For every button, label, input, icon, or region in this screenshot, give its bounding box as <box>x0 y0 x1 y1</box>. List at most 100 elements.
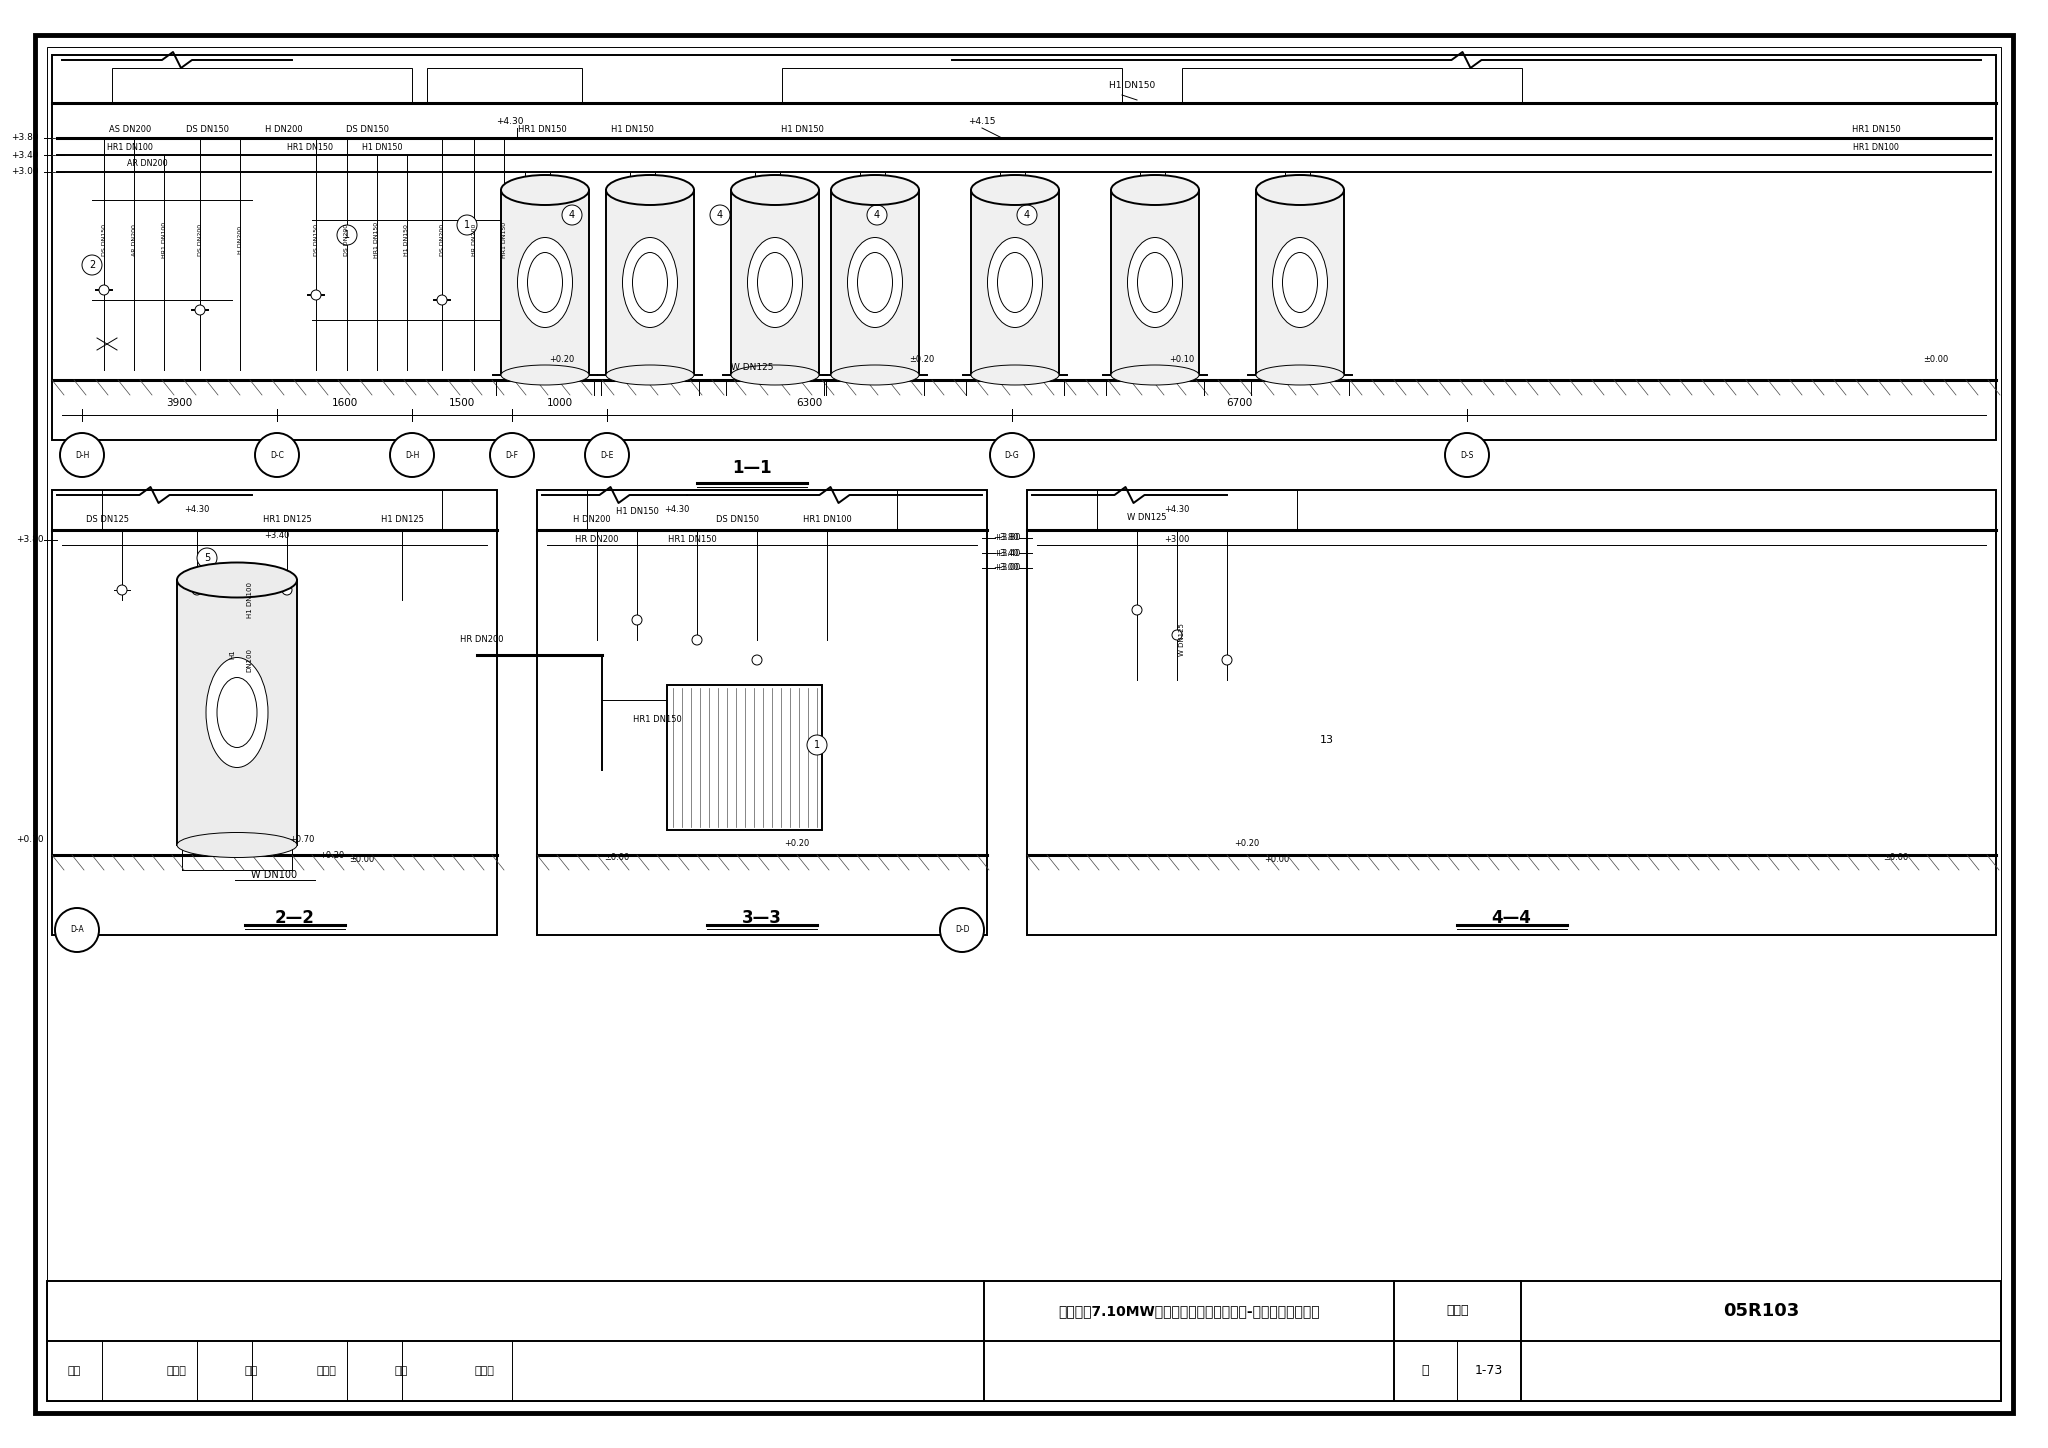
Ellipse shape <box>758 252 793 313</box>
Text: +0.10: +0.10 <box>1169 356 1194 365</box>
Circle shape <box>692 636 702 644</box>
Text: 6300: 6300 <box>797 398 823 408</box>
Ellipse shape <box>176 562 297 598</box>
Circle shape <box>389 433 434 476</box>
Text: W DN100: W DN100 <box>252 870 297 880</box>
Bar <box>102 489 442 530</box>
Text: DS DN150: DS DN150 <box>715 515 758 524</box>
Text: HR DN200: HR DN200 <box>471 224 477 256</box>
Circle shape <box>117 585 127 595</box>
Text: +4.30: +4.30 <box>496 117 524 126</box>
Text: D-S: D-S <box>1460 450 1475 459</box>
Circle shape <box>283 585 293 595</box>
Text: 4: 4 <box>874 210 881 220</box>
Text: AR DN200: AR DN200 <box>131 224 137 256</box>
Circle shape <box>989 433 1034 476</box>
Ellipse shape <box>831 365 920 385</box>
Text: +3.00: +3.00 <box>12 168 39 177</box>
Text: HR1 DN100: HR1 DN100 <box>803 515 852 524</box>
Text: HR1 DN100: HR1 DN100 <box>162 222 166 258</box>
Ellipse shape <box>1110 175 1198 206</box>
Text: 1: 1 <box>465 220 471 230</box>
Text: +4.30: +4.30 <box>1165 505 1190 514</box>
Ellipse shape <box>1137 252 1174 313</box>
Text: +3.00: +3.00 <box>993 563 1020 572</box>
Circle shape <box>633 615 641 626</box>
Ellipse shape <box>502 175 590 206</box>
Ellipse shape <box>748 237 803 327</box>
Ellipse shape <box>848 237 903 327</box>
Text: H DN200: H DN200 <box>238 226 242 253</box>
Text: 朱国升: 朱国升 <box>473 1365 494 1376</box>
Text: DN100: DN100 <box>246 647 252 672</box>
Text: +3.40: +3.40 <box>995 549 1020 557</box>
Bar <box>1026 489 1997 935</box>
Bar <box>51 489 498 935</box>
Text: 5: 5 <box>205 553 211 563</box>
Circle shape <box>82 255 102 275</box>
Text: 3900: 3900 <box>166 398 193 408</box>
Circle shape <box>1223 654 1233 665</box>
Ellipse shape <box>731 365 819 385</box>
Text: +0.70: +0.70 <box>289 835 315 844</box>
Circle shape <box>1171 630 1182 640</box>
Bar <box>426 68 582 103</box>
Text: 页: 页 <box>1421 1364 1430 1377</box>
Ellipse shape <box>633 252 668 313</box>
Text: +0.20: +0.20 <box>1235 838 1260 847</box>
Text: DS DN200: DS DN200 <box>197 224 203 256</box>
Text: DS DN150: DS DN150 <box>186 126 229 135</box>
Text: +4.30: +4.30 <box>664 505 690 514</box>
Ellipse shape <box>1282 252 1317 313</box>
Text: HR1 DN125: HR1 DN125 <box>262 515 311 524</box>
Circle shape <box>256 433 299 476</box>
Text: HR DN200: HR DN200 <box>575 536 618 544</box>
Ellipse shape <box>217 678 256 747</box>
Ellipse shape <box>1255 365 1343 385</box>
Circle shape <box>561 206 582 224</box>
Text: +4.30: +4.30 <box>184 505 209 514</box>
Text: HR1 DN150: HR1 DN150 <box>518 126 567 135</box>
Text: AS DN200: AS DN200 <box>109 126 152 135</box>
Ellipse shape <box>971 175 1059 206</box>
Text: +3.80: +3.80 <box>12 133 39 142</box>
Bar <box>971 190 1059 375</box>
Text: 1500: 1500 <box>449 398 475 408</box>
Circle shape <box>98 285 109 295</box>
Text: H1 DN150: H1 DN150 <box>406 224 410 256</box>
Text: +3.80: +3.80 <box>993 533 1020 543</box>
Text: W DN125: W DN125 <box>1126 514 1167 523</box>
Text: 图集号: 图集号 <box>1446 1305 1468 1318</box>
Text: +3.40: +3.40 <box>12 151 39 159</box>
Text: 1-73: 1-73 <box>1475 1364 1503 1377</box>
Circle shape <box>338 224 356 245</box>
Bar <box>502 190 590 375</box>
Text: DS DN200: DS DN200 <box>344 224 350 256</box>
Text: H1 DN150: H1 DN150 <box>362 143 401 152</box>
Ellipse shape <box>858 252 893 313</box>
Text: 1: 1 <box>813 740 819 750</box>
Text: HR1 DN150: HR1 DN150 <box>633 715 682 724</box>
Text: H1: H1 <box>229 649 236 659</box>
Circle shape <box>457 214 477 235</box>
Text: D-C: D-C <box>270 450 285 459</box>
Bar <box>1110 190 1198 375</box>
Bar <box>606 190 694 375</box>
Text: D-H: D-H <box>406 450 420 459</box>
Text: D-E: D-E <box>600 450 614 459</box>
Text: ±0.00: ±0.00 <box>1923 356 1948 365</box>
Text: 13: 13 <box>1321 736 1333 746</box>
Text: ±0.00: ±0.00 <box>604 853 629 863</box>
Ellipse shape <box>502 365 590 385</box>
Text: 1—1: 1—1 <box>733 459 772 476</box>
Text: W DN125: W DN125 <box>731 362 774 372</box>
Text: DS DN200: DS DN200 <box>440 224 444 256</box>
Ellipse shape <box>606 175 694 206</box>
Text: HR1 DN150: HR1 DN150 <box>375 222 379 258</box>
Circle shape <box>193 585 203 595</box>
Text: +3.40: +3.40 <box>993 549 1020 557</box>
Text: +3.80: +3.80 <box>995 533 1020 543</box>
Circle shape <box>586 433 629 476</box>
Circle shape <box>436 295 446 306</box>
Text: H1 DN150: H1 DN150 <box>616 507 659 515</box>
